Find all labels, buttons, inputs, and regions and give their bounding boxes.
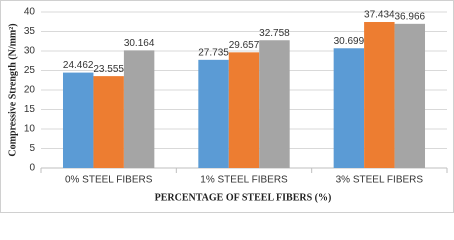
bar: [228, 52, 260, 168]
x-axis-title: PERCENTAGE OF STEEL FIBERS (%): [155, 192, 332, 203]
y-tick-label: 0: [29, 163, 35, 174]
data-label: 32.758: [259, 28, 290, 39]
y-tick-label: 25: [24, 65, 36, 76]
data-label: 23.555: [93, 64, 124, 75]
y-tick-label: 20: [24, 85, 36, 96]
x-tick-label: 3% STEEL FIBERS: [336, 175, 424, 186]
bar: [198, 59, 229, 169]
y-tick-label: 30: [24, 46, 36, 57]
bar: [364, 22, 395, 168]
x-tick-label: 1% STEEL FIBERS: [200, 175, 288, 186]
data-label: 30.699: [334, 36, 365, 47]
chart: Compressive Strength (N/mm²) PERCENTAGE …: [0, 0, 454, 213]
bar: [123, 50, 155, 169]
x-tick-label: 0% STEEL FIBERS: [65, 175, 153, 186]
y-axis-title: Compressive Strength (N/mm²): [7, 23, 18, 156]
bar: [259, 40, 290, 168]
data-label: 27.735: [198, 47, 229, 58]
bar: [394, 23, 426, 169]
data-label: 29.657: [229, 40, 260, 51]
data-label: 36.966: [394, 11, 425, 22]
data-label: 37.434: [364, 10, 395, 21]
y-tick-label: 5: [29, 143, 35, 154]
bar: [62, 72, 94, 168]
bar: [93, 76, 124, 168]
data-label: 30.164: [124, 38, 155, 49]
data-label: 24.462: [63, 60, 94, 71]
y-tick-label: 15: [24, 104, 36, 115]
y-tick-label: 10: [24, 124, 36, 135]
y-tick-label: 40: [24, 7, 36, 18]
bar: [333, 48, 365, 169]
y-tick-label: 35: [24, 26, 36, 37]
page: Compressive Strength (N/mm²) PERCENTAGE …: [0, 0, 454, 213]
